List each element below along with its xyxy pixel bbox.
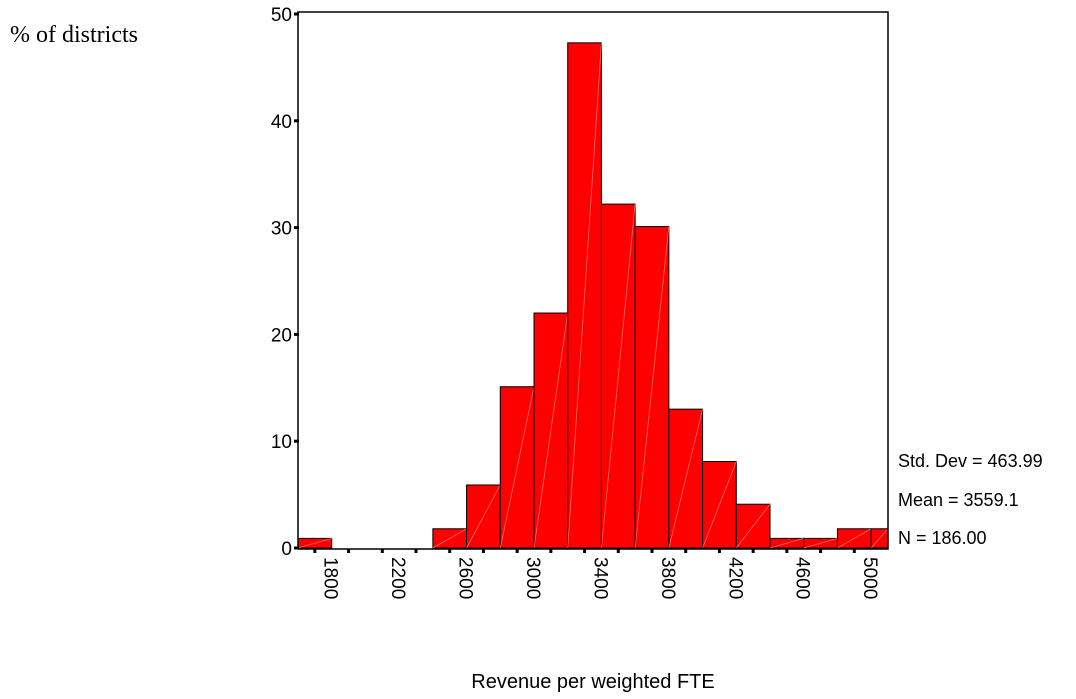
y-tick-label: 40 xyxy=(271,112,292,133)
histogram-bar xyxy=(600,203,636,549)
x-tick-label: 3000 xyxy=(522,557,543,599)
x-tick-label: 1800 xyxy=(320,557,341,599)
y-tick-label: 30 xyxy=(271,219,292,240)
histogram-bar xyxy=(432,528,468,549)
x-tick-label: 3400 xyxy=(589,557,610,599)
x-tick-label: 2200 xyxy=(387,557,408,599)
y-tick-label: 50 xyxy=(271,5,292,26)
ticks-layer: 0 10 20 30 40 50 1800 2200 2600 3000 3400 3800 4200 4… xyxy=(271,5,880,599)
x-tick-label: 2600 xyxy=(455,557,476,599)
histogram-bar xyxy=(533,312,569,549)
x-tick-label: 4200 xyxy=(724,557,745,599)
y-tick-label: 10 xyxy=(271,432,292,453)
x-tick-label: 5000 xyxy=(859,557,880,599)
x-tick-label: 4600 xyxy=(792,557,813,599)
histogram-bar xyxy=(870,528,889,549)
mean-label: Mean = 3559.1 xyxy=(898,490,1019,510)
histogram-bar xyxy=(836,528,872,549)
y-tick-label: 0 xyxy=(281,539,292,560)
histogram-bar xyxy=(634,226,670,549)
histogram-bar xyxy=(567,42,602,549)
histogram-bar xyxy=(702,460,737,549)
histogram-bar xyxy=(668,408,704,549)
histogram-bar xyxy=(297,537,333,549)
histogram-bar xyxy=(803,537,838,549)
x-tick-label: 3800 xyxy=(657,557,678,599)
y-tick-label: 20 xyxy=(271,325,292,346)
n-label: N = 186.00 xyxy=(898,528,987,548)
histogram-bar xyxy=(769,537,805,549)
histogram-bar xyxy=(466,484,501,549)
bars-layer xyxy=(297,42,889,549)
plot-frame xyxy=(297,11,889,550)
std-dev-label: Std. Dev = 463.99 xyxy=(898,451,1043,471)
y-axis-label: % of districts xyxy=(10,22,138,48)
x-axis-label: Revenue per weighted FTE xyxy=(471,671,714,693)
histogram-bar xyxy=(735,503,771,549)
histogram-bar xyxy=(499,386,535,549)
